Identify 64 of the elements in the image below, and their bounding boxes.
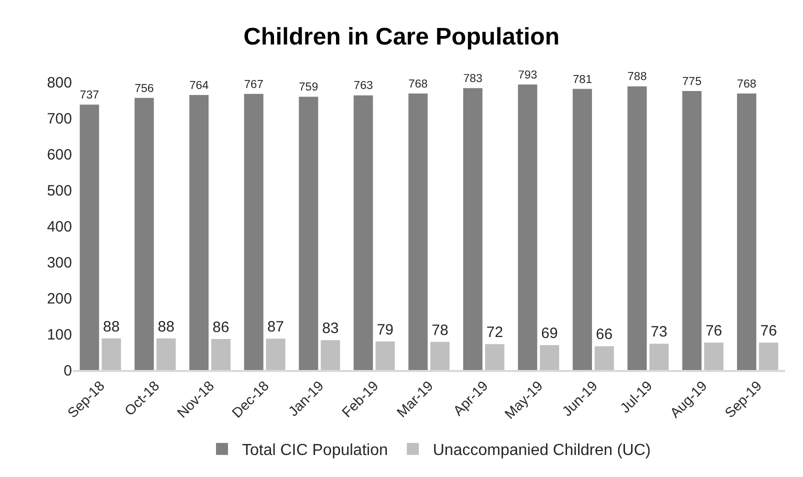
y-tick-label: 500 — [46, 182, 72, 200]
data-label: 69 — [541, 325, 558, 342]
bar — [518, 84, 538, 370]
data-label: 78 — [432, 322, 448, 339]
bar — [80, 104, 100, 370]
y-tick-label: 600 — [46, 146, 72, 164]
y-tick-label: 200 — [46, 290, 72, 308]
bar — [649, 344, 669, 370]
legend-label: Total CIC Population — [242, 442, 388, 460]
y-tick-label: 0 — [64, 362, 72, 380]
data-label: 72 — [486, 324, 504, 342]
y-tick-label: 100 — [46, 326, 72, 344]
data-label: 764 — [189, 80, 210, 92]
bar — [430, 342, 450, 370]
data-label: 76 — [705, 322, 722, 340]
y-tick-label: 300 — [46, 254, 72, 272]
data-label: 793 — [518, 69, 538, 82]
bar — [102, 338, 121, 370]
data-label: 767 — [244, 78, 264, 91]
bar — [266, 338, 286, 370]
bar — [682, 91, 702, 370]
data-label: 768 — [408, 78, 428, 90]
data-label: 783 — [463, 73, 482, 86]
y-tick-label: 700 — [46, 110, 72, 128]
data-label: 759 — [298, 82, 318, 94]
data-label: 775 — [682, 76, 702, 88]
bar — [354, 95, 373, 370]
data-label: 88 — [102, 318, 120, 336]
bar — [134, 98, 154, 370]
bar — [594, 346, 614, 370]
data-label: 781 — [572, 74, 592, 86]
bar — [485, 344, 504, 370]
bar — [320, 340, 340, 370]
bar — [376, 342, 395, 370]
y-tick-label: 400 — [46, 218, 72, 236]
data-label: 83 — [322, 320, 339, 338]
data-label: 86 — [212, 319, 230, 336]
bar — [211, 339, 231, 370]
bar — [627, 86, 647, 370]
data-label: 756 — [134, 82, 154, 95]
bar — [244, 94, 264, 370]
bar — [189, 94, 209, 370]
data-label: 79 — [376, 322, 394, 339]
data-label: 66 — [596, 326, 613, 344]
legend-label: Unaccompanied Children (UC) — [432, 442, 651, 460]
data-label: 737 — [80, 90, 100, 102]
bar — [540, 345, 560, 370]
data-label: 76 — [760, 322, 777, 340]
chart-title: Children in Care Population — [243, 23, 560, 50]
data-label: 768 — [737, 78, 756, 90]
bar — [737, 94, 756, 370]
bar — [408, 94, 428, 370]
y-tick-label: 800 — [46, 74, 72, 92]
data-label: 87 — [267, 318, 284, 336]
bar — [463, 88, 482, 370]
bar — [156, 338, 176, 370]
data-label: 73 — [650, 324, 668, 341]
bar — [572, 88, 592, 370]
bar — [298, 96, 318, 370]
data-label: 763 — [354, 80, 373, 92]
bar — [758, 342, 778, 370]
bar — [704, 342, 724, 370]
data-label: 88 — [158, 318, 174, 336]
data-label: 788 — [627, 71, 647, 84]
